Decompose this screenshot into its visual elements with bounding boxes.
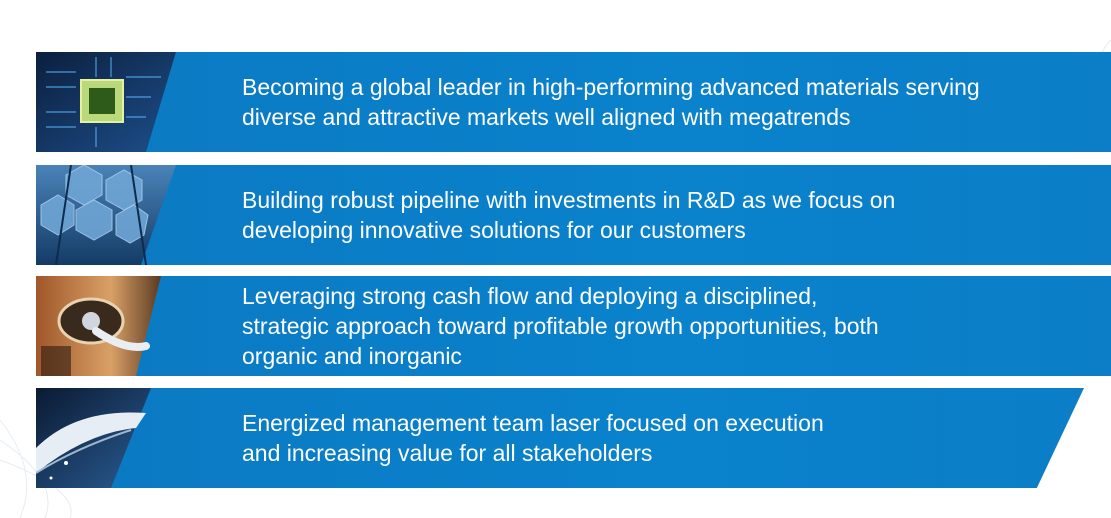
- microchip-icon: [36, 52, 176, 152]
- ev-charger-icon: [36, 276, 161, 376]
- row-band: [36, 165, 1111, 265]
- row-text-content: Becoming a global leader in high-perform…: [242, 74, 980, 130]
- row-band: [36, 388, 1084, 488]
- row-text: Energized management team laser focused …: [242, 388, 1054, 488]
- strategy-row-1: Becoming a global leader in high-perform…: [36, 52, 1111, 152]
- strategy-row-3: Leveraging strong cash flow and deployin…: [36, 276, 1111, 376]
- row-band: [36, 276, 1111, 376]
- row-text-content: Energized management team laser focused …: [242, 410, 824, 466]
- row-band: [36, 52, 1111, 152]
- row-text: Building robust pipeline with investment…: [242, 165, 1081, 265]
- row-text-content: Leveraging strong cash flow and deployin…: [242, 283, 879, 369]
- row-text: Becoming a global leader in high-perform…: [242, 52, 1081, 152]
- row-text: Leveraging strong cash flow and deployin…: [242, 276, 1081, 376]
- row-text-content: Building robust pipeline with investment…: [242, 187, 896, 243]
- aircraft-icon: [36, 388, 151, 488]
- strategy-row-2: Building robust pipeline with investment…: [36, 165, 1111, 265]
- hexagon-structure-icon: [36, 165, 176, 265]
- strategy-row-4: Energized management team laser focused …: [36, 388, 1084, 488]
